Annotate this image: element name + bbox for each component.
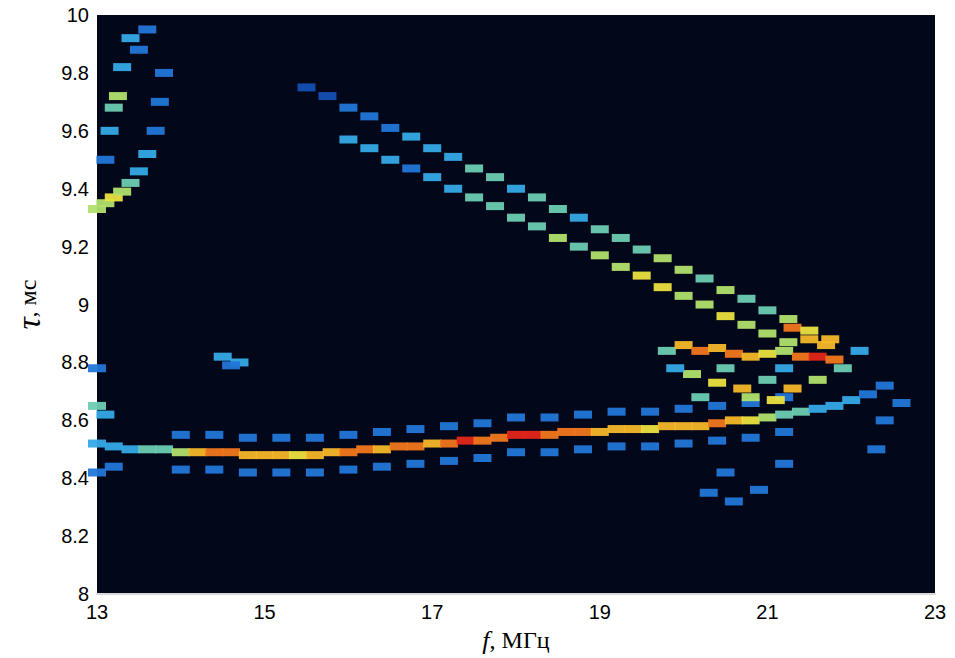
svg-text:8: 8 (77, 583, 89, 606)
svg-text:19: 19 (589, 601, 611, 623)
svg-text:9.8: 9.8 (61, 62, 89, 84)
svg-text:13: 13 (86, 601, 108, 623)
svg-text:, мс: , мс (15, 280, 41, 318)
svg-text:9: 9 (78, 294, 89, 316)
svg-text:f: f (482, 625, 490, 655)
svg-text:23: 23 (924, 601, 946, 623)
svg-text:τ: τ (9, 317, 47, 330)
svg-text:15: 15 (253, 601, 275, 623)
svg-text:10: 10 (67, 4, 89, 26)
svg-text:17: 17 (421, 601, 443, 623)
svg-text:8.8: 8.8 (61, 351, 89, 373)
svg-text:, МГц: , МГц (490, 627, 550, 653)
svg-text:8.6: 8.6 (61, 409, 89, 431)
svg-text:21: 21 (756, 601, 778, 623)
svg-text:8.4: 8.4 (61, 467, 89, 489)
svg-text:8.2: 8.2 (61, 525, 89, 547)
svg-text:9.4: 9.4 (61, 178, 89, 200)
svg-text:9.6: 9.6 (61, 120, 89, 142)
svg-text:9.2: 9.2 (61, 236, 89, 258)
